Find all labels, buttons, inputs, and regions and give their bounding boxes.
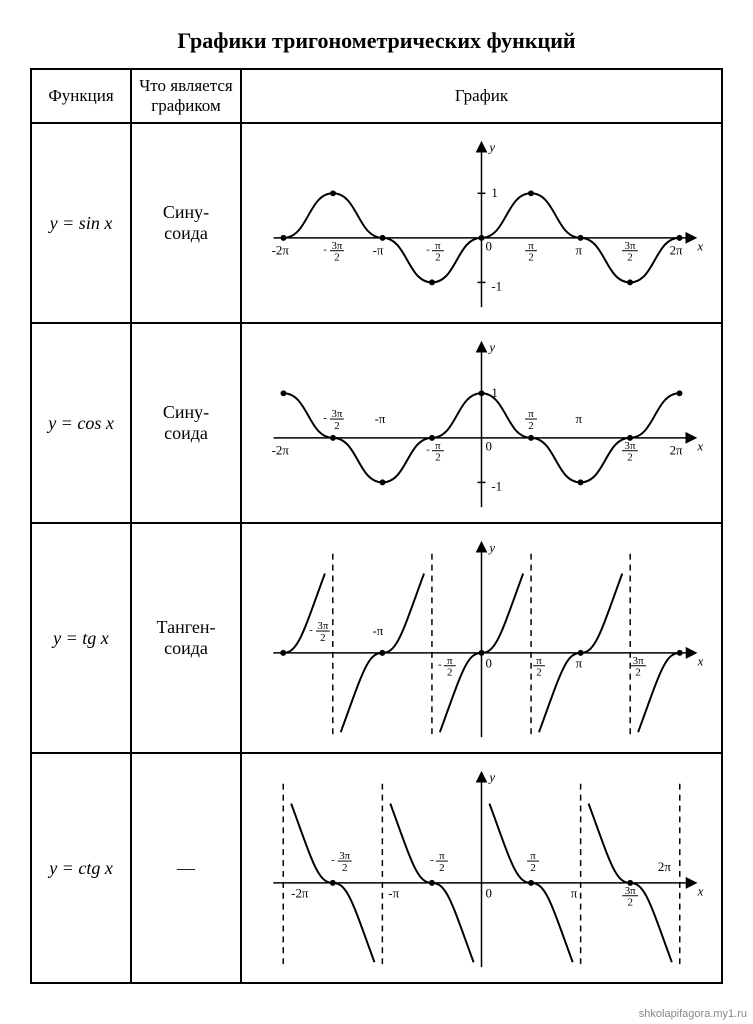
svg-text:3π: 3π [339, 850, 350, 862]
svg-text:2: 2 [447, 667, 452, 679]
svg-text:3π: 3π [625, 440, 636, 452]
svg-text:π: π [439, 850, 445, 862]
table-row: y = ctg x — [31, 753, 722, 983]
graph-tan: y x 0 -π π -3π2 -π2 π2 3π2 [241, 523, 722, 753]
svg-text:2: 2 [627, 252, 632, 264]
svg-text:-: - [438, 659, 442, 671]
svg-text:π: π [435, 240, 441, 252]
svg-text:x: x [696, 440, 703, 454]
svg-text:3π: 3π [633, 655, 644, 667]
svg-text:2: 2 [536, 667, 541, 679]
svg-text:0: 0 [485, 887, 491, 901]
svg-text:2: 2 [530, 862, 535, 874]
curvename-cot: — [131, 753, 241, 983]
svg-text:3π: 3π [317, 620, 328, 632]
svg-text:2: 2 [635, 667, 640, 679]
graph-cos: y x 1 -1 0 -2π -π 2π π -3π2 -π2 π2 3π2 [241, 323, 722, 523]
svg-text:x: x [697, 655, 704, 669]
svg-text:π: π [528, 408, 534, 420]
svg-text:-1: -1 [491, 279, 502, 293]
svg-text:0: 0 [485, 240, 491, 254]
trig-table: Функция Что является графиком График y =… [30, 68, 723, 984]
svg-text:2: 2 [528, 252, 533, 264]
cos-plot: y x 1 -1 0 -2π -π 2π π -3π2 -π2 π2 3π2 [242, 324, 721, 522]
svg-text:-π: -π [375, 412, 386, 426]
curvename-sin: Сину-соида [131, 123, 241, 323]
svg-text:π: π [530, 850, 536, 862]
svg-text:2: 2 [342, 862, 347, 874]
svg-text:2: 2 [435, 252, 440, 264]
svg-text:0: 0 [485, 657, 491, 671]
svg-text:π: π [536, 655, 542, 667]
svg-text:-: - [430, 854, 434, 866]
svg-text:x: x [697, 885, 704, 899]
curvename-tan: Танген-соида [131, 523, 241, 753]
page-title: Графики тригонометрических функций [30, 28, 723, 54]
svg-text:π: π [528, 240, 534, 252]
svg-text:2: 2 [528, 420, 533, 432]
svg-text:-π: -π [372, 624, 383, 638]
col-header-what: Что является графиком [131, 69, 241, 123]
svg-text:2: 2 [435, 452, 440, 464]
svg-text:3π: 3π [625, 885, 636, 897]
svg-text:-: - [331, 854, 335, 866]
curvename-cos: Сину-соида [131, 323, 241, 523]
svg-text:-: - [426, 244, 430, 256]
svg-text:π: π [571, 887, 578, 901]
svg-text:-π: -π [373, 244, 384, 258]
svg-text:π: π [576, 412, 583, 426]
svg-text:3π: 3π [625, 240, 636, 252]
col-header-func: Функция [31, 69, 131, 123]
func-sin: y = sin x [31, 123, 131, 323]
svg-text:2π: 2π [658, 860, 671, 874]
func-tan: y = tg x [31, 523, 131, 753]
svg-text:2: 2 [320, 632, 325, 644]
svg-text:π: π [576, 244, 583, 258]
svg-text:2: 2 [334, 252, 339, 264]
svg-text:π: π [435, 440, 441, 452]
svg-text:y: y [487, 771, 495, 785]
cot-plot: y x 0 -2π -π π 2π -3π2 -π2 π2 3π2 [242, 754, 721, 982]
svg-text:2π: 2π [670, 444, 683, 458]
svg-text:0: 0 [485, 440, 491, 454]
func-cos: y = cos x [31, 323, 131, 523]
graph-cot: y x 0 -2π -π π 2π -3π2 -π2 π2 3π2 [241, 753, 722, 983]
tan-plot: y x 0 -π π -3π2 -π2 π2 3π2 [242, 524, 721, 752]
svg-text:-: - [426, 444, 430, 456]
func-cot: y = ctg x [31, 753, 131, 983]
svg-text:1: 1 [491, 186, 497, 200]
svg-text:-: - [323, 244, 327, 256]
svg-text:-2π: -2π [272, 244, 290, 258]
svg-text:1: 1 [491, 386, 497, 400]
svg-text:y: y [487, 541, 495, 555]
svg-text:-1: -1 [491, 479, 502, 493]
svg-text:-2π: -2π [272, 444, 290, 458]
svg-text:3π: 3π [331, 240, 342, 252]
sin-plot: y x 1 -1 0 -2π -π 2π π - 3π2 -π2 π2 3π2 [242, 124, 721, 322]
svg-text:2: 2 [439, 862, 444, 874]
table-row: y = tg x Танген-соида [31, 523, 722, 753]
svg-text:π: π [447, 655, 453, 667]
svg-text:-: - [323, 412, 327, 424]
svg-text:x: x [696, 240, 703, 254]
svg-text:2: 2 [334, 420, 339, 432]
svg-text:2: 2 [627, 452, 632, 464]
col-header-graph: График [241, 69, 722, 123]
svg-text:-π: -π [388, 887, 399, 901]
svg-text:-2π: -2π [291, 887, 309, 901]
watermark: shkolapifagora.my1.ru [639, 1008, 747, 1020]
svg-text:3π: 3π [331, 408, 342, 420]
table-row: y = sin x Сину-соида [31, 123, 722, 323]
svg-text:π: π [576, 657, 583, 671]
graph-sin: y x 1 -1 0 -2π -π 2π π - 3π2 -π2 π2 3π2 [241, 123, 722, 323]
svg-text:y: y [487, 141, 495, 155]
svg-text:-: - [309, 624, 313, 636]
svg-text:2: 2 [627, 897, 632, 909]
svg-text:y: y [487, 341, 495, 355]
svg-text:2π: 2π [670, 244, 683, 258]
table-row: y = cos x Сину-соида [31, 323, 722, 523]
